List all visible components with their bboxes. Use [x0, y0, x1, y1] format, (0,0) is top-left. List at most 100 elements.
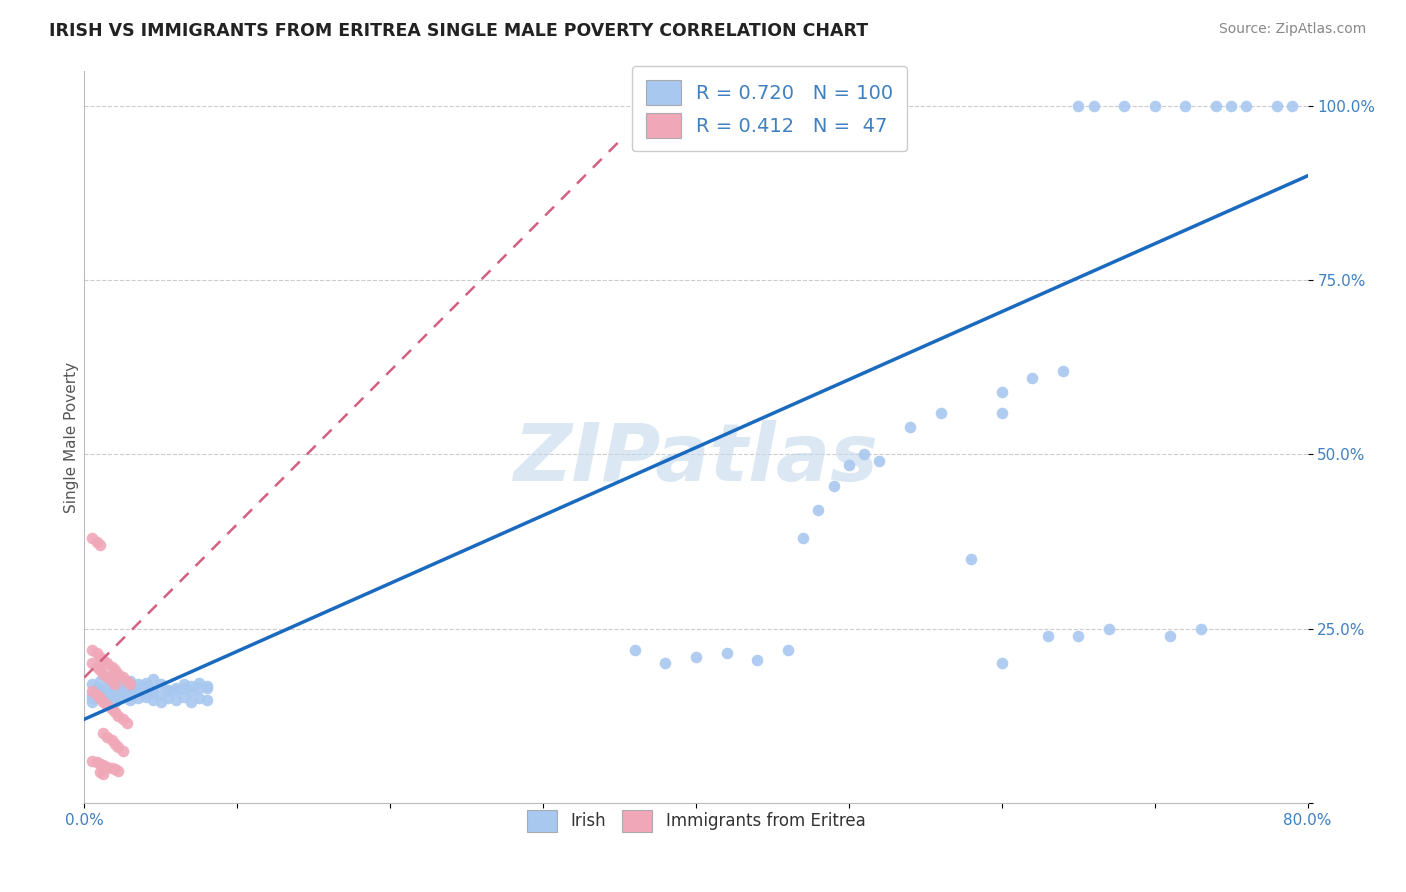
Point	[869, 454, 891, 468]
Point	[135, 690, 157, 704]
Point	[80, 695, 103, 709]
Point	[80, 688, 103, 702]
Point	[80, 657, 103, 671]
Point	[104, 695, 127, 709]
Point	[122, 681, 145, 695]
Point	[173, 677, 195, 691]
Point	[157, 691, 180, 706]
Point	[89, 673, 111, 688]
Point	[991, 384, 1014, 399]
Legend: Irish, Immigrants from Eritrea: Irish, Immigrants from Eritrea	[520, 804, 872, 838]
Point	[135, 679, 157, 693]
Point	[807, 503, 830, 517]
Point	[80, 677, 103, 691]
Point	[89, 538, 111, 552]
Point	[1052, 364, 1074, 378]
Point	[96, 670, 118, 684]
Point	[195, 681, 218, 695]
Point	[188, 681, 211, 695]
Point	[1036, 629, 1059, 643]
Point	[1236, 99, 1258, 113]
Point	[853, 448, 876, 462]
Point	[188, 691, 211, 706]
Point	[1098, 622, 1121, 636]
Point	[157, 682, 180, 697]
Point	[195, 679, 218, 693]
Point	[107, 740, 129, 755]
Point	[1281, 99, 1303, 113]
Point	[115, 677, 138, 691]
Point	[1189, 622, 1212, 636]
Point	[135, 686, 157, 700]
Point	[91, 726, 114, 740]
Point	[86, 660, 108, 674]
Point	[86, 756, 108, 770]
Point	[101, 761, 124, 775]
Point	[138, 682, 160, 697]
Point	[991, 657, 1014, 671]
Point	[89, 684, 111, 698]
Point	[104, 664, 127, 678]
Point	[96, 670, 118, 684]
Point	[101, 673, 124, 688]
Point	[1205, 99, 1227, 113]
Point	[96, 759, 118, 773]
Point	[898, 419, 921, 434]
Point	[165, 692, 187, 706]
Point	[624, 642, 647, 657]
Point	[104, 763, 127, 777]
Point	[101, 660, 124, 674]
Point	[104, 705, 127, 719]
Point	[101, 733, 124, 747]
Point	[96, 692, 118, 706]
Point	[792, 531, 814, 545]
Point	[960, 552, 983, 566]
Point	[111, 681, 134, 695]
Point	[1067, 629, 1090, 643]
Point	[80, 531, 103, 545]
Point	[107, 667, 129, 681]
Y-axis label: Single Male Poverty: Single Male Poverty	[63, 361, 79, 513]
Point	[165, 681, 187, 695]
Point	[86, 646, 108, 660]
Point	[80, 754, 103, 768]
Point	[149, 695, 172, 709]
Point	[1174, 99, 1197, 113]
Point	[101, 676, 124, 690]
Point	[173, 690, 195, 704]
Point	[716, 646, 738, 660]
Point	[654, 657, 676, 671]
Point	[142, 686, 165, 700]
Point	[120, 692, 142, 706]
Point	[104, 688, 127, 702]
Point	[96, 657, 118, 671]
Point	[120, 677, 142, 691]
Point	[107, 673, 129, 688]
Point	[115, 715, 138, 730]
Point	[91, 667, 114, 681]
Point	[89, 664, 111, 678]
Point	[120, 688, 142, 702]
Point	[107, 708, 129, 723]
Point	[173, 681, 195, 695]
Point	[1021, 371, 1043, 385]
Point	[104, 737, 127, 751]
Point	[96, 686, 118, 700]
Point	[180, 684, 202, 698]
Text: Source: ZipAtlas.com: Source: ZipAtlas.com	[1219, 22, 1367, 37]
Point	[86, 688, 108, 702]
Point	[111, 684, 134, 698]
Point	[149, 677, 172, 691]
Point	[80, 684, 103, 698]
Point	[91, 684, 114, 698]
Point	[991, 406, 1014, 420]
Point	[180, 679, 202, 693]
Point	[142, 682, 165, 697]
Point	[142, 672, 165, 686]
Point	[104, 679, 127, 693]
Point	[91, 695, 114, 709]
Point	[89, 649, 111, 664]
Point	[89, 756, 111, 771]
Text: ZIPatlas: ZIPatlas	[513, 420, 879, 498]
Point	[188, 676, 211, 690]
